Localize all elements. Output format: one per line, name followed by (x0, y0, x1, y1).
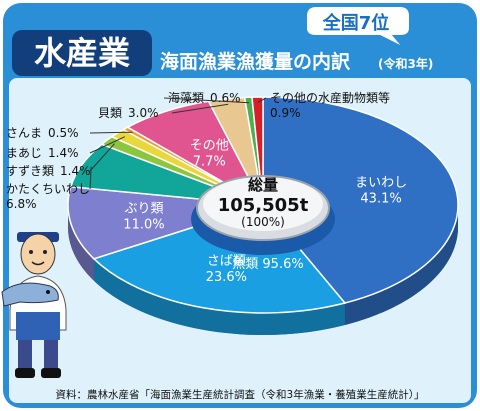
rank-badge-text: 全国7位 (322, 12, 390, 34)
slice-name-3: ぶり類 (124, 202, 163, 217)
subtitle: 海面漁業漁獲量の内訳 (160, 50, 351, 73)
title-box: 水産業 (12, 30, 152, 76)
slice-value-5: 1.4% (60, 164, 91, 178)
pie-slice-1 (262, 96, 459, 304)
fisherman-illustration (1, 232, 67, 378)
slice-value-9: 3.0% (128, 106, 159, 120)
slice-name-2: さば類 (207, 254, 246, 269)
slice-name-6: まあじ (6, 146, 42, 160)
slice-value-1: 43.1% (360, 192, 401, 207)
slice-name-8: その他 (190, 139, 229, 154)
fish-group-label: 魚類 95.6% (232, 257, 303, 272)
center-hub: 総量 105,505t (100%) (191, 175, 335, 255)
leader-line-5 (89, 143, 115, 172)
slice-value-7: 0.5% (48, 126, 79, 140)
pie-slice-8 (126, 100, 265, 207)
slice-name-4: かたくちいわし (6, 182, 90, 196)
leader-line-7 (89, 131, 133, 134)
center-total-value: 105,505t (218, 195, 309, 216)
center-total-label: 総量 (248, 176, 278, 194)
source-note: 資料：農林水産省「海面漁業生産統計調査（令和3年漁業・養殖業生産統計）」 (56, 388, 425, 401)
slice-name-5: すずき類 (6, 164, 54, 178)
pie-slice-side-2-1 (93, 258, 345, 335)
slice-value-8: 7.7% (193, 155, 226, 170)
slice-value-6: 1.4% (48, 146, 79, 160)
slice-value-2: 23.6% (206, 270, 247, 285)
slice-name-11: その他の水産動物類等 (270, 90, 390, 105)
slice-value-4: 6.8% (6, 197, 37, 211)
slice-name-7: さんま (6, 126, 42, 140)
slice-value-11: 0.9% (270, 106, 301, 120)
leader-line-6 (89, 136, 126, 154)
slice-name-1: まいわし (355, 176, 407, 191)
year-note: (令和3年) (378, 56, 433, 71)
slice-value-10: 0.6% (210, 91, 241, 105)
leader-line-11 (257, 97, 267, 103)
slice-value-3: 11.0% (123, 218, 164, 233)
slice-name-9: 貝類 (98, 106, 122, 120)
rank-badge: 全国7位 (305, 5, 411, 49)
center-total-pct: (100%) (241, 215, 285, 229)
leader-line-10 (163, 97, 250, 104)
main-title: 水産業 (34, 34, 130, 72)
pie-slice-side-3-1 (68, 205, 94, 281)
slice-name-10: 海藻類 (168, 90, 204, 105)
leader-line-9 (171, 103, 229, 114)
pie-slices-group (67, 96, 459, 314)
